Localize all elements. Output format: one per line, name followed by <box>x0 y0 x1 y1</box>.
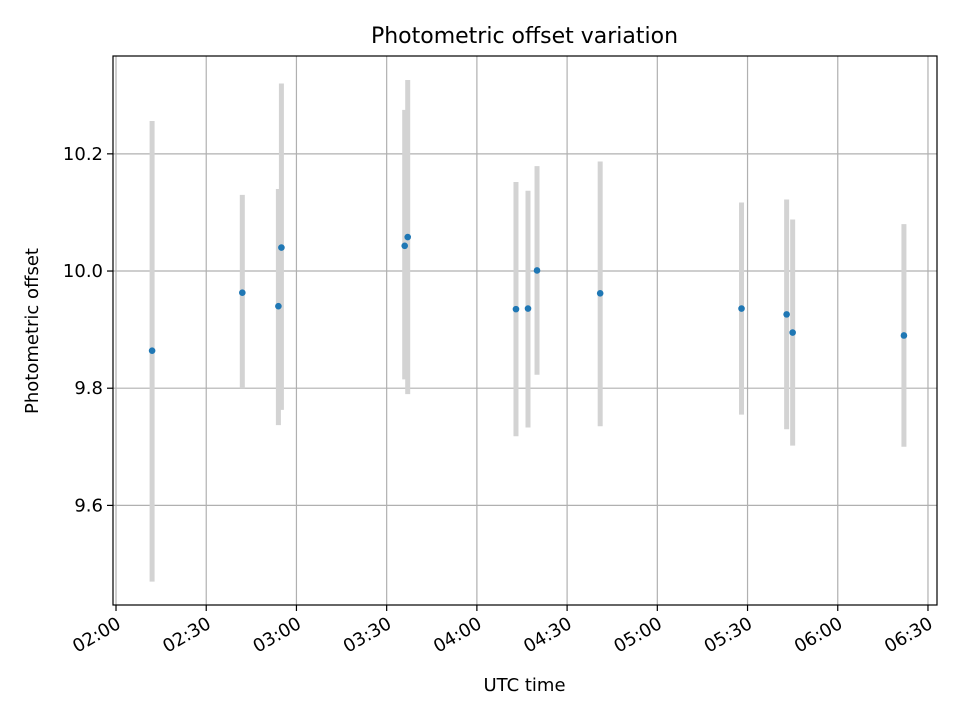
data-point <box>275 302 282 310</box>
data-point <box>401 242 409 250</box>
data-point <box>239 289 246 297</box>
data-point <box>512 305 520 313</box>
data-point <box>278 244 285 251</box>
chart-title: Photometric offset variation <box>371 24 678 49</box>
y-axis-ticks: 9.6 9.8 10.0 10.2 <box>63 144 113 516</box>
y-axis-label: Photometric offset <box>22 248 43 414</box>
x-axis-label: UTC time <box>483 675 565 696</box>
data-point <box>596 289 604 297</box>
data-point <box>783 311 790 318</box>
data-points <box>148 233 908 355</box>
data-point <box>738 305 745 312</box>
data-point <box>404 233 412 241</box>
y-tick-label: 10.0 <box>63 261 103 282</box>
data-point <box>900 332 908 339</box>
grid <box>113 56 937 605</box>
data-point <box>533 267 541 274</box>
plot-frame <box>112 55 938 606</box>
y-tick-label: 9.6 <box>74 495 103 516</box>
y-tick-label: 9.8 <box>74 378 103 399</box>
data-point <box>789 329 796 336</box>
y-tick-label: 10.2 <box>63 144 103 165</box>
data-point <box>148 347 156 355</box>
data-point <box>524 305 532 312</box>
